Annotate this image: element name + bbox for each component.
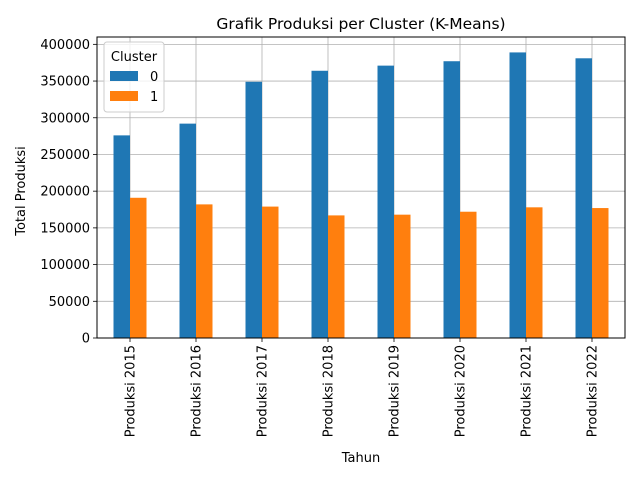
x-tick-label: Produksi 2016 [190,345,205,437]
y-tick-label: 100000 [40,258,90,273]
bars [113,52,609,339]
legend: Cluster 0 1 [103,41,165,113]
x-tick-label: Produksi 2022 [586,345,601,437]
y-tick-label: 0 [82,332,90,347]
bar-cluster-1 [196,204,213,338]
x-tick-label: Produksi 2017 [256,345,271,437]
bar-cluster-0 [443,61,460,338]
bar-cluster-1 [526,207,543,338]
y-tick-label: 200000 [40,185,90,200]
y-axis-label: Total Produksi [14,146,29,237]
bar-cluster-1 [394,214,411,338]
y-tick-label: 350000 [40,75,90,90]
bar-cluster-1 [592,208,609,338]
x-tick-label: Produksi 2018 [322,345,337,437]
bar-cluster-0 [245,81,262,338]
plot-area-frame [96,36,626,339]
y-axis-ticks: 0 50000 100000 150000 200000 250000 300000 3500… [40,38,97,347]
bar-cluster-0 [377,65,394,338]
bar-cluster-1 [262,206,279,338]
x-tick-label: Produksi 2020 [454,345,469,437]
bar-cluster-1 [460,211,477,338]
bar-cluster-0 [575,58,592,338]
y-tick-label: 300000 [40,111,90,126]
legend-title: Cluster [111,50,158,65]
y-tick-label: 250000 [40,148,90,163]
legend-swatch-cluster-0 [110,71,138,81]
chart-title: Grafik Produksi per Cluster (K-Means) [216,15,505,33]
bar-cluster-1 [328,215,345,338]
legend-swatch-cluster-1 [110,91,138,101]
bar-cluster-0 [311,70,328,339]
legend-label-cluster-1: 1 [150,90,158,105]
x-tick-label: Produksi 2021 [520,345,535,437]
y-tick-label: 150000 [40,221,90,236]
x-axis-label: Tahun [341,451,380,466]
y-tick-label: 50000 [49,295,90,310]
bar-cluster-0 [509,52,526,338]
legend-label-cluster-0: 0 [150,70,158,85]
x-axis-ticks: Produksi 2015 Produksi 2016 Produksi 2017 P… [124,338,601,437]
x-tick-label: Produksi 2019 [388,345,403,437]
y-tick-label: 400000 [40,38,90,53]
x-tick-label: Produksi 2015 [124,345,139,437]
bar-cluster-0 [179,123,196,338]
bar-cluster-0 [113,135,130,338]
bar-cluster-1 [130,197,147,338]
